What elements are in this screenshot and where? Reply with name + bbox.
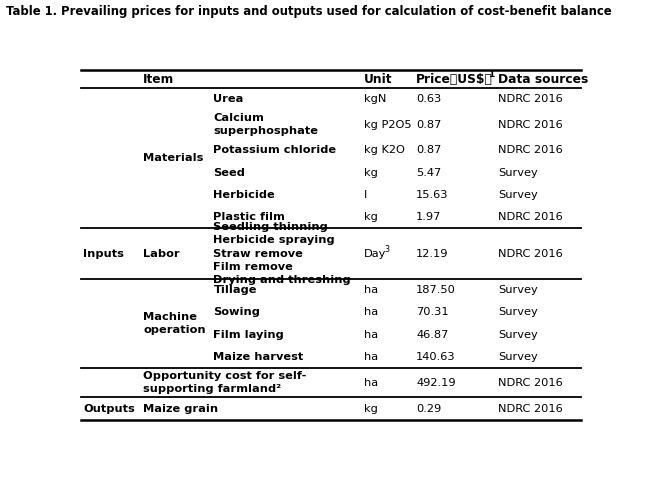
Text: Survey: Survey <box>498 330 537 340</box>
Text: Survey: Survey <box>498 308 537 318</box>
Text: kg: kg <box>364 212 377 222</box>
Text: ha: ha <box>364 308 378 318</box>
Text: 1: 1 <box>488 70 494 79</box>
Text: Survey: Survey <box>498 168 537 178</box>
Text: Unit: Unit <box>364 72 392 86</box>
Text: ha: ha <box>364 352 378 362</box>
Text: 0.87: 0.87 <box>416 120 442 130</box>
Text: Plastic film: Plastic film <box>213 212 286 222</box>
Text: 0.87: 0.87 <box>416 145 442 155</box>
Text: NDRC 2016: NDRC 2016 <box>498 120 563 130</box>
Text: Maize harvest: Maize harvest <box>213 352 304 362</box>
Text: kg: kg <box>364 403 377 413</box>
Text: Price（US$）: Price（US$） <box>416 72 493 86</box>
Text: Materials: Materials <box>143 153 203 163</box>
Text: Labor: Labor <box>143 249 180 259</box>
Text: kgN: kgN <box>364 94 386 104</box>
Text: Tillage: Tillage <box>213 285 257 295</box>
Text: kg P2O5: kg P2O5 <box>364 120 412 130</box>
Text: Outputs: Outputs <box>83 403 135 413</box>
Text: Data sources: Data sources <box>498 72 588 86</box>
Text: NDRC 2016: NDRC 2016 <box>498 212 563 222</box>
Text: NDRC 2016: NDRC 2016 <box>498 94 563 104</box>
Text: Film laying: Film laying <box>213 330 284 340</box>
Text: Inputs: Inputs <box>83 249 124 259</box>
Text: Herbicide: Herbicide <box>213 190 275 200</box>
Text: NDRC 2016: NDRC 2016 <box>498 403 563 413</box>
Text: NDRC 2016: NDRC 2016 <box>498 249 563 259</box>
Text: Survey: Survey <box>498 285 537 295</box>
Text: 46.87: 46.87 <box>416 330 448 340</box>
Text: 187.50: 187.50 <box>416 285 456 295</box>
Text: 5.47: 5.47 <box>416 168 441 178</box>
Text: Urea: Urea <box>213 94 244 104</box>
Text: Calcium
superphosphate: Calcium superphosphate <box>213 113 318 136</box>
Text: Seed: Seed <box>213 168 245 178</box>
Text: Machine
operation: Machine operation <box>143 312 206 335</box>
Text: Seedling thinning
Herbicide spraying
Straw remove
Film remove
Drying and threshi: Seedling thinning Herbicide spraying Str… <box>213 222 351 285</box>
Text: kg K2O: kg K2O <box>364 145 404 155</box>
Text: 15.63: 15.63 <box>416 190 449 200</box>
Text: Table 1. Prevailing prices for inputs and outputs used for calculation of cost-b: Table 1. Prevailing prices for inputs an… <box>6 5 612 18</box>
Text: 0.29: 0.29 <box>416 403 441 413</box>
Text: Potassium chloride: Potassium chloride <box>213 145 337 155</box>
Text: NDRC 2016: NDRC 2016 <box>498 378 563 388</box>
Text: 492.19: 492.19 <box>416 378 456 388</box>
Text: Opportunity cost for self-
supporting farmland²: Opportunity cost for self- supporting fa… <box>143 371 307 394</box>
Text: Maize grain: Maize grain <box>143 403 218 413</box>
Text: 140.63: 140.63 <box>416 352 456 362</box>
Text: ha: ha <box>364 378 378 388</box>
Text: Item: Item <box>143 72 174 86</box>
Text: 3: 3 <box>384 245 389 254</box>
Text: ha: ha <box>364 330 378 340</box>
Text: l: l <box>364 190 367 200</box>
Text: Day: Day <box>364 249 386 259</box>
Text: 70.31: 70.31 <box>416 308 449 318</box>
Text: kg: kg <box>364 168 377 178</box>
Text: 0.63: 0.63 <box>416 94 441 104</box>
Text: Sowing: Sowing <box>213 308 260 318</box>
Text: 12.19: 12.19 <box>416 249 449 259</box>
Text: Survey: Survey <box>498 190 537 200</box>
Text: ha: ha <box>364 285 378 295</box>
Text: NDRC 2016: NDRC 2016 <box>498 145 563 155</box>
Text: Survey: Survey <box>498 352 537 362</box>
Text: 1.97: 1.97 <box>416 212 442 222</box>
